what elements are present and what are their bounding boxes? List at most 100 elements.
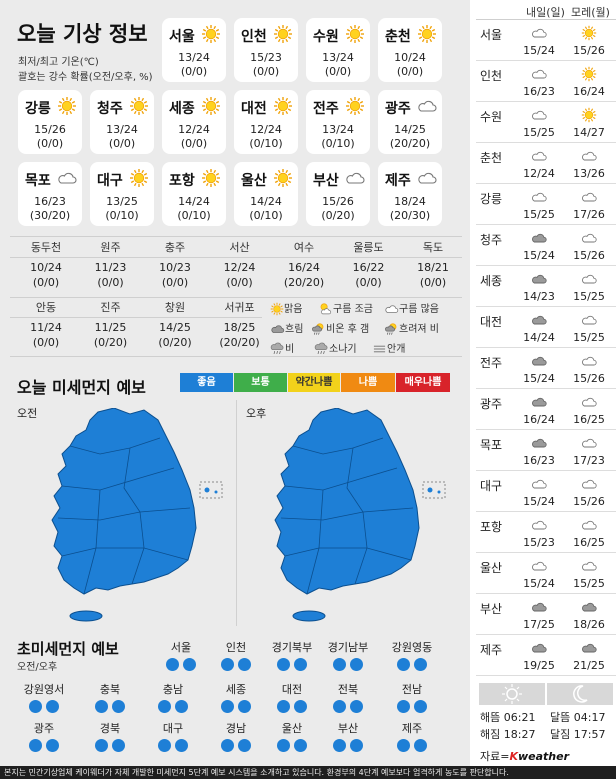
cloud-icon [345, 168, 365, 188]
dark-cloud-icon [530, 312, 548, 328]
city-card: 제주 18/24 (20/30) [378, 162, 442, 226]
pm-indicator [238, 739, 251, 752]
forecast-row: 울산 15/24 15/25 [476, 553, 616, 594]
fine-dust-indicators [208, 737, 264, 753]
fine-dust-region: 충북 [99, 683, 121, 696]
small-city-cell: 안동 11/24 (0/0) [14, 300, 78, 350]
city-card: 인천 15/23 (0/0) [234, 18, 298, 82]
city-precip-prob: (20/30) [389, 209, 431, 222]
cloud-icon [580, 271, 598, 287]
am-indicator [277, 739, 290, 752]
small-city-prob: (0/0) [226, 276, 253, 289]
forecast-city: 인천 [480, 69, 503, 83]
city-card: 울산 14/24 (0/10) [234, 162, 298, 226]
province-border [346, 447, 364, 513]
fine-dust-cell: 대구 [145, 721, 201, 753]
am-indicator [333, 658, 346, 671]
small-city-prob: (0/0) [32, 336, 60, 349]
city-precip-prob: (0/10) [177, 209, 211, 222]
city-temp: 14/25 [394, 123, 426, 136]
fine-dust-indicators [208, 698, 264, 714]
city-precip-prob: (30/20) [29, 209, 71, 222]
sun-icon [580, 107, 598, 123]
cloud-icon [580, 517, 598, 533]
sun-icon [201, 24, 221, 44]
city-card: 광주 14/25 (20/20) [378, 90, 442, 154]
city-name: 제주 [385, 173, 411, 189]
small-city-temp: 16/24 [288, 261, 320, 274]
dark-cloud-icon [530, 394, 548, 410]
forecast-city: 청주 [480, 233, 503, 247]
city-precip-prob: (20/20) [389, 137, 431, 150]
city-card: 청주 13/24 (0/0) [90, 90, 154, 154]
small-city-temp: 18/21 [417, 261, 449, 274]
cloud-icon [580, 312, 598, 328]
small-city-name: 여수 [293, 241, 315, 254]
am-indicator [166, 658, 179, 671]
cloud-icon [580, 148, 598, 164]
city-name: 수원 [313, 29, 339, 45]
city-temp: 10/24 [394, 51, 426, 64]
legend-item-rain: 비 [270, 340, 294, 356]
cloud-icon [530, 25, 548, 41]
fog-icon [372, 344, 387, 355]
fine-dust-indicators [384, 656, 440, 672]
forecast-row: 수원 15/25 14/27 [476, 102, 616, 143]
pm-indicator [175, 700, 188, 713]
cloud-icon [530, 517, 548, 533]
fine-dust-cell: 경기북부 [264, 640, 320, 672]
fine-dust-cell: 경북 [82, 721, 138, 753]
forecast-row: 대전 14/24 15/25 [476, 307, 616, 348]
legend-item-fog: 안개 [372, 340, 405, 356]
sun-icon [580, 25, 598, 41]
forecast-day2-temp: 13/26 [573, 167, 605, 180]
city-name: 춘천 [385, 29, 411, 45]
fine-dust-cell: 울산 [264, 721, 320, 753]
forecast-day1-temp: 15/24 [523, 372, 555, 385]
pm-indicator [294, 700, 307, 713]
province-border [319, 547, 412, 561]
pm-indicator [350, 658, 363, 671]
forecast-day2-temp: 18/26 [573, 618, 605, 631]
sun-icon [201, 96, 221, 116]
dust-title: 오늘 미세먼지 예보 [17, 378, 146, 397]
sun-icon [345, 24, 365, 44]
dark-cloud-icon [530, 230, 548, 246]
am-indicator [221, 700, 234, 713]
sun-icon [273, 168, 293, 188]
city-temp: 14/24 [250, 195, 282, 208]
fine-dust-region: 부산 [337, 722, 359, 735]
forecast-day2-temp: 15/26 [573, 495, 605, 508]
forecast-day2-temp: 17/26 [573, 208, 605, 221]
pm-indicator [112, 700, 125, 713]
province-border [280, 507, 414, 521]
am-indicator [397, 700, 410, 713]
small-city-cell: 독도 18/21 (0/0) [401, 240, 465, 290]
city-precip-prob: (0/0) [252, 65, 280, 78]
forecast-city: 대전 [480, 315, 503, 329]
divider [10, 317, 262, 318]
small-city-cell: 서귀포 18/25 (20/20) [208, 300, 272, 350]
city-precip-prob: (0/10) [105, 209, 139, 222]
forecast-city: 포항 [480, 520, 503, 534]
forecast-row: 부산 17/25 18/26 [476, 594, 616, 635]
small-city-name: 원주 [100, 241, 121, 254]
fine-dust-region: 경기남부 [327, 641, 369, 654]
forecast-row: 춘천 12/24 13/26 [476, 143, 616, 184]
small-city-cell: 여수 16/24 (20/20) [272, 240, 336, 290]
city-name: 포항 [169, 173, 195, 189]
fine-dust-indicators [82, 698, 138, 714]
cloud-icon [530, 148, 548, 164]
legend-label: 흐림 [285, 324, 304, 335]
divider [10, 356, 462, 357]
small-city-name: 진주 [100, 301, 121, 314]
forecast-day2-temp: 15/25 [573, 290, 605, 303]
fine-dust-region: 강원영서 [23, 683, 65, 696]
day2-header: 모레(월) [571, 6, 610, 19]
dark-cloud-icon [530, 640, 548, 656]
sunrise: 해뜸 06:21 [480, 711, 536, 724]
cloud-icon [57, 168, 77, 188]
sun-icon [201, 168, 221, 188]
forecast-city: 부산 [480, 602, 503, 616]
fine-dust-indicators [264, 656, 320, 672]
